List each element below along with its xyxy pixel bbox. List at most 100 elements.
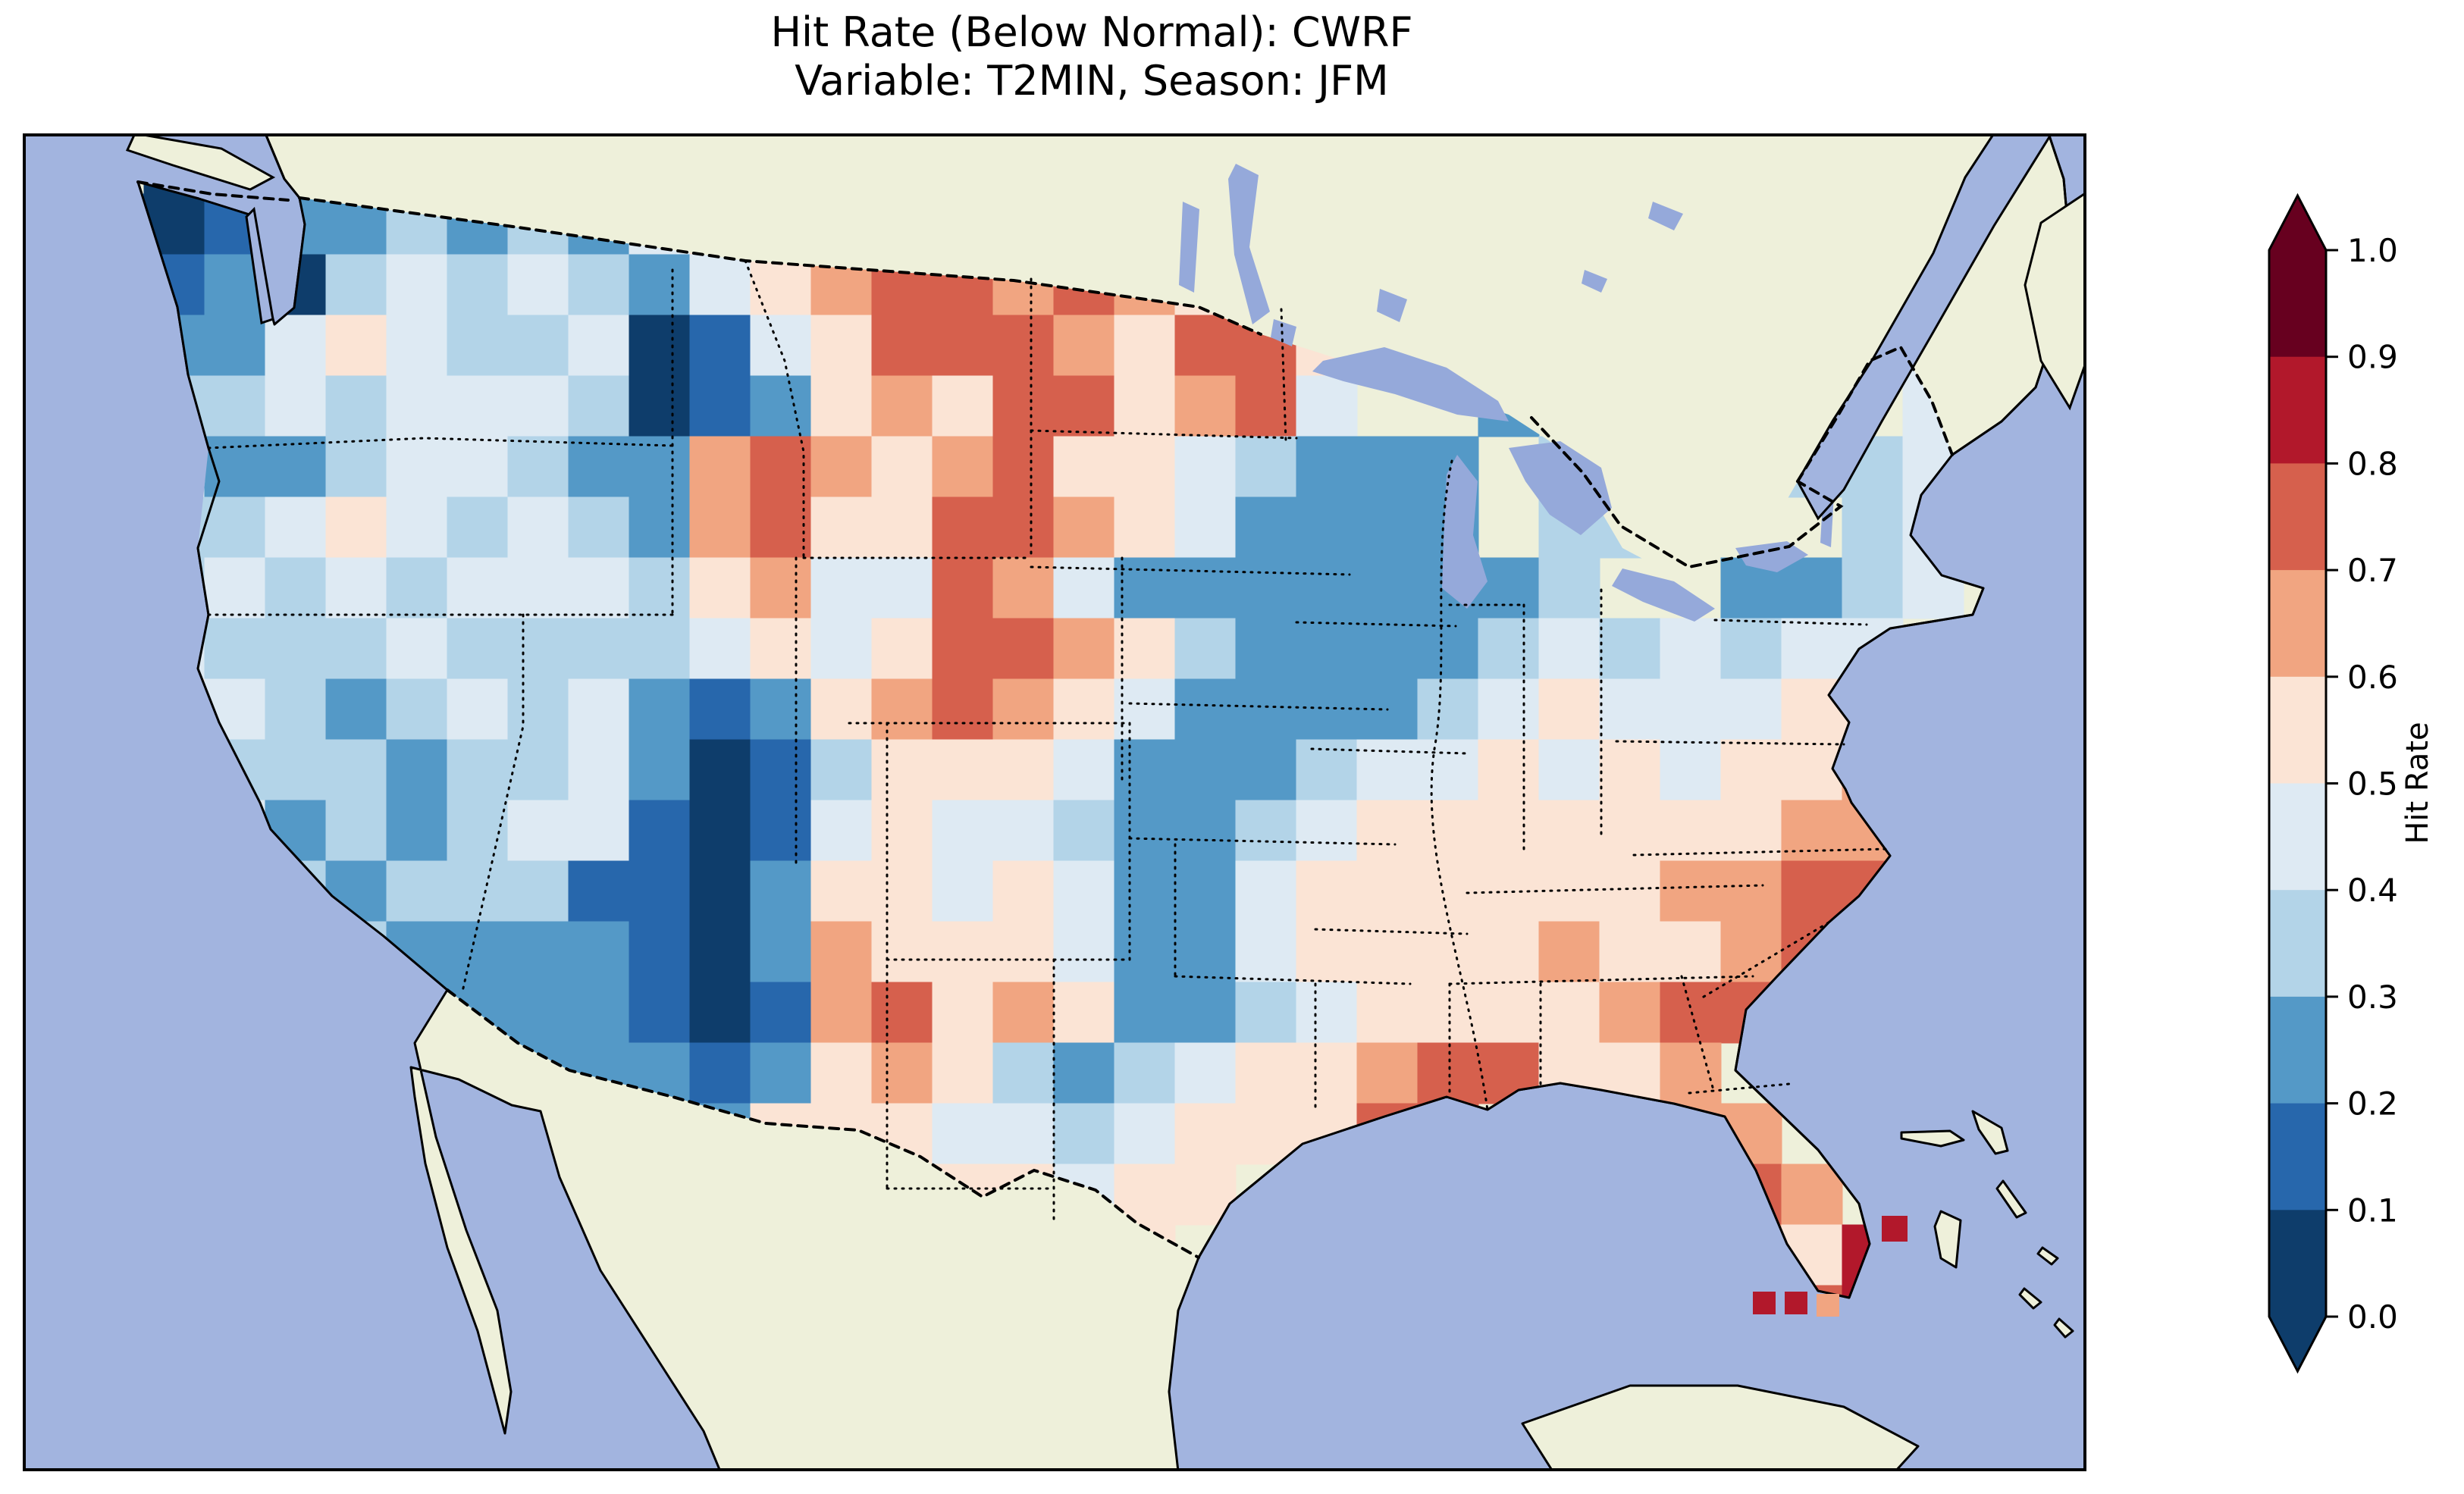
heatmap-cell	[629, 558, 691, 619]
heatmap-cell	[811, 497, 873, 559]
heatmap-cell	[1357, 740, 1419, 801]
heatmap-cell	[993, 497, 1055, 559]
colorbar-tick-label: 0.5	[2347, 766, 2398, 803]
heatmap-cell	[1175, 558, 1237, 619]
heatmap-cell	[1054, 800, 1115, 862]
heatmap-cell	[1539, 558, 1600, 619]
heatmap-cell	[1054, 922, 1115, 983]
isolated-heatmap-cell	[1882, 1216, 1908, 1242]
heatmap-cell	[993, 679, 1055, 741]
heatmap-cell	[1236, 437, 1297, 498]
heatmap-cell	[1114, 315, 1176, 377]
heatmap-cell	[1782, 619, 1843, 680]
heatmap-cell	[1296, 982, 1358, 1044]
heatmap-cell	[1175, 1043, 1237, 1104]
heatmap-cell	[1054, 437, 1115, 498]
heatmap-cell	[569, 497, 630, 559]
heatmap-cell	[1660, 800, 1722, 862]
heatmap-cell	[933, 1043, 994, 1104]
colorbar-segment	[2269, 570, 2326, 677]
colorbar-tick-label: 0.9	[2347, 339, 2398, 376]
heatmap-cell	[1296, 437, 1358, 498]
heatmap-cell	[933, 679, 994, 741]
heatmap-cell	[1721, 800, 1782, 862]
heatmap-cell	[205, 497, 266, 559]
heatmap-cell	[508, 315, 569, 377]
heatmap-cell	[569, 861, 630, 922]
heatmap-cell	[1296, 619, 1358, 680]
heatmap-cell	[993, 315, 1055, 377]
colorbar-segment	[2269, 997, 2326, 1104]
heatmap-cell	[447, 740, 509, 801]
heatmap-cell	[1357, 982, 1419, 1044]
heatmap-cell	[326, 497, 387, 559]
heatmap-cell	[811, 558, 873, 619]
heatmap-cell	[872, 982, 933, 1044]
heatmap-cell	[265, 558, 327, 619]
heatmap-cell	[1114, 376, 1176, 437]
heatmap-cell	[811, 437, 873, 498]
heatmap-cell	[1660, 679, 1722, 741]
heatmap-cell	[1660, 740, 1722, 801]
map-panel	[23, 133, 2086, 1471]
heatmap-cell	[629, 619, 691, 680]
heatmap-cell	[751, 982, 812, 1044]
heatmap-cell	[1054, 982, 1115, 1044]
heatmap-cell	[387, 255, 448, 316]
heatmap-cell	[569, 558, 630, 619]
heatmap-cell	[447, 437, 509, 498]
heatmap-cell	[447, 861, 509, 922]
heatmap-cell	[447, 497, 509, 559]
heatmap-cell	[1357, 619, 1419, 680]
heatmap-cell	[1296, 376, 1358, 437]
heatmap-cell	[1721, 679, 1782, 741]
colorbar-axis-label: Hit Rate	[2400, 722, 2435, 844]
heatmap-cell	[933, 619, 994, 680]
heatmap-cell	[993, 1043, 1055, 1104]
heatmap-cell	[1054, 740, 1115, 801]
heatmap-cell	[1114, 740, 1176, 801]
heatmap-cell	[751, 437, 812, 498]
heatmap-cell	[751, 922, 812, 983]
heatmap-cell	[1114, 1104, 1176, 1165]
heatmap-cell	[265, 497, 327, 559]
heatmap-cell	[811, 315, 873, 377]
heatmap-cell	[1236, 619, 1297, 680]
heatmap-cell	[1418, 619, 1479, 680]
heatmap-cell	[1236, 1043, 1297, 1104]
heatmap-cell	[1721, 861, 1782, 922]
heatmap-cell	[569, 679, 630, 741]
heatmap-cell	[1782, 1164, 1843, 1226]
heatmap-cell	[1175, 740, 1237, 801]
heatmap-cell	[447, 315, 509, 377]
heatmap-cell	[811, 861, 873, 922]
heatmap-cell	[508, 679, 569, 741]
colorbar-segment	[2269, 677, 2326, 784]
heatmap-cell	[1418, 800, 1479, 862]
heatmap-cell	[1357, 861, 1419, 922]
heatmap-cell	[993, 740, 1055, 801]
heatmap-cell	[872, 922, 933, 983]
heatmap-cell	[508, 619, 569, 680]
heatmap-cell	[1114, 982, 1176, 1044]
heatmap-cell	[265, 437, 327, 498]
heatmap-cell	[1782, 800, 1843, 862]
heatmap-cell	[1175, 679, 1237, 741]
heatmap-cell	[569, 982, 630, 1044]
heatmap-cell	[1054, 376, 1115, 437]
heatmap-cell	[326, 437, 387, 498]
heatmap-cell	[993, 922, 1055, 983]
heatmap-cell	[205, 558, 266, 619]
heatmap-cell	[690, 800, 751, 862]
heatmap-cell	[811, 679, 873, 741]
heatmap-cell	[1114, 861, 1176, 922]
heatmap-cell	[933, 315, 994, 377]
heatmap-cell	[1114, 800, 1176, 862]
heatmap-cell	[811, 922, 873, 983]
heatmap-cell	[872, 679, 933, 741]
heatmap-cell	[1175, 982, 1237, 1044]
heatmap-cell	[205, 315, 266, 377]
heatmap-cell	[1478, 558, 1540, 619]
heatmap-cell	[1842, 497, 1904, 559]
heatmap-cell	[569, 922, 630, 983]
